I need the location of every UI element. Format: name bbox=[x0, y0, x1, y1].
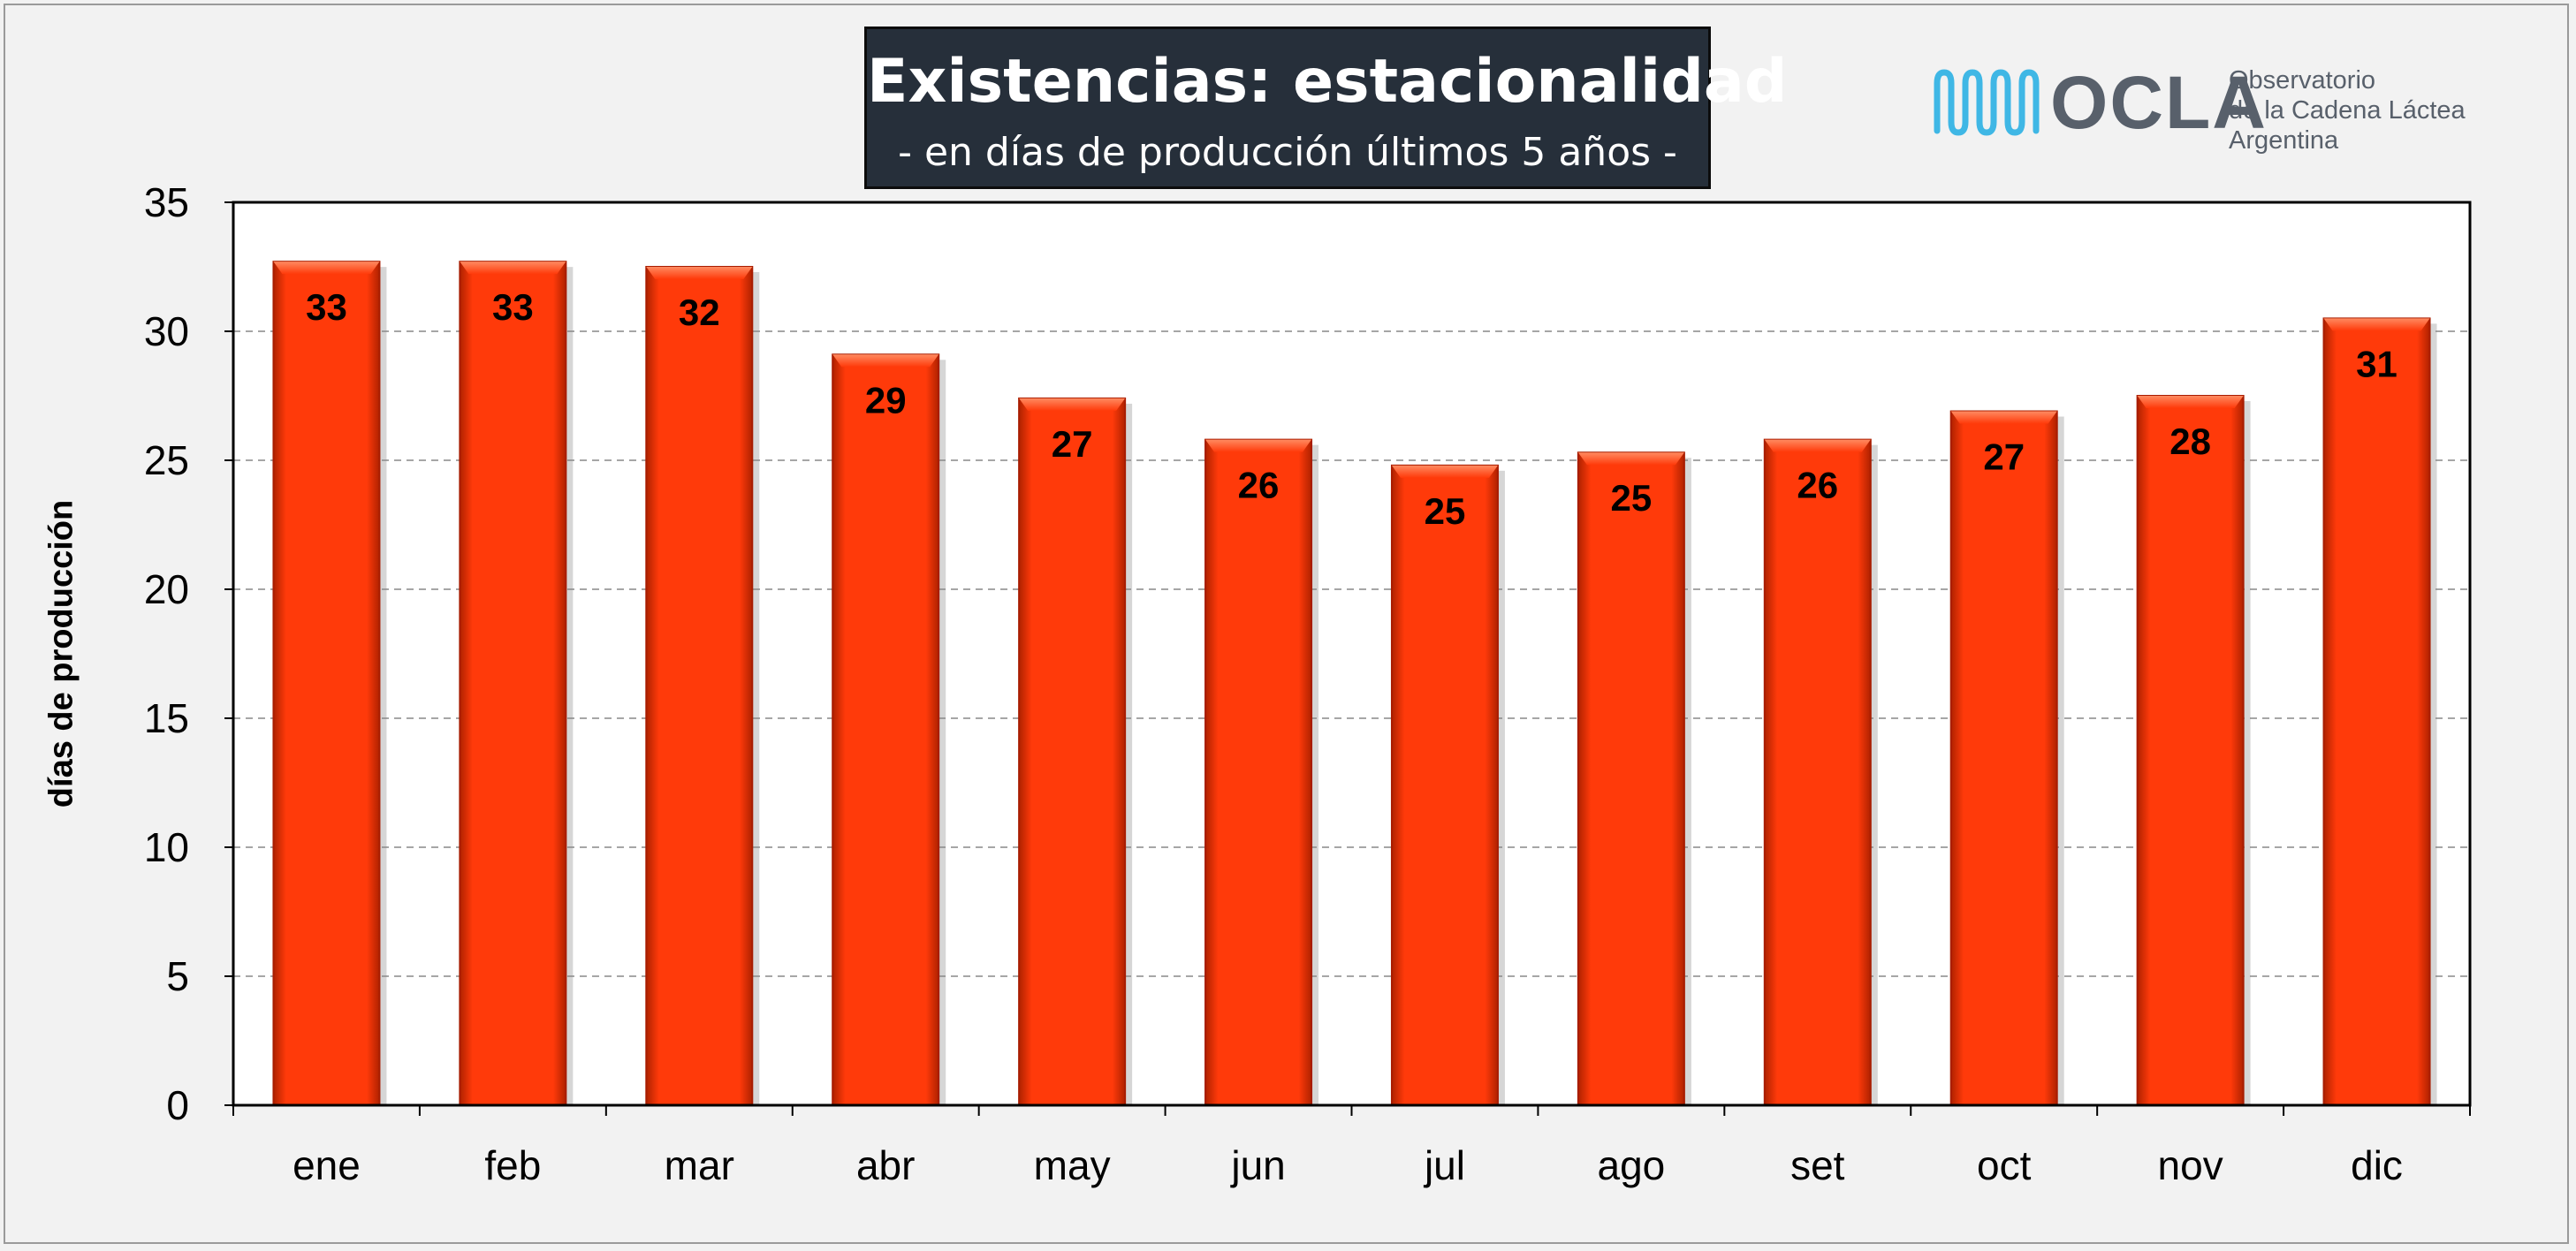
x-tick-label: set bbox=[1790, 1142, 1845, 1188]
x-tick-label: jun bbox=[1229, 1142, 1285, 1188]
bar bbox=[1763, 438, 1872, 1106]
chart-subtitle: - en días de producción últimos 5 años - bbox=[898, 130, 1677, 175]
plot-area bbox=[233, 202, 2470, 1105]
bar-cap bbox=[1205, 439, 1312, 452]
bar bbox=[1018, 397, 1127, 1107]
bar bbox=[1204, 438, 1313, 1106]
x-tick-label: ene bbox=[293, 1142, 361, 1188]
y-tick-label: 15 bbox=[144, 695, 189, 741]
x-tick-label: mar bbox=[665, 1142, 734, 1188]
y-tick-label: 20 bbox=[144, 566, 189, 612]
x-tick-label: abr bbox=[856, 1142, 915, 1188]
bar-cap bbox=[1950, 411, 2057, 424]
x-tick-label: jul bbox=[1423, 1142, 1465, 1188]
bar bbox=[1577, 451, 1685, 1106]
y-tick-label: 30 bbox=[144, 308, 189, 354]
x-tick-label: nov bbox=[2158, 1142, 2223, 1188]
bar-data-label: 31 bbox=[2356, 343, 2397, 384]
bar bbox=[2322, 317, 2431, 1106]
logo-line-2: de la Cadena Láctea bbox=[2229, 96, 2466, 125]
bar-data-label: 25 bbox=[1611, 477, 1653, 519]
bar-cap bbox=[2137, 396, 2244, 408]
bar-cap bbox=[1764, 439, 1871, 452]
x-tick-label: may bbox=[1034, 1142, 1111, 1188]
wave-logo-icon bbox=[1934, 69, 2040, 136]
bar-cap bbox=[2323, 318, 2430, 331]
bar bbox=[272, 261, 381, 1107]
bar-cap bbox=[832, 354, 939, 368]
logo-line-3: Argentina bbox=[2229, 126, 2339, 155]
logo-line-1: Observatorio bbox=[2229, 66, 2376, 95]
bar bbox=[1949, 410, 2058, 1106]
y-tick-label: 0 bbox=[166, 1082, 189, 1128]
bar-cap bbox=[460, 262, 566, 275]
plot-border bbox=[232, 201, 2472, 1107]
bar bbox=[832, 353, 940, 1106]
x-tick-label: feb bbox=[484, 1142, 541, 1188]
bar-cap bbox=[646, 267, 753, 279]
y-tick-label: 25 bbox=[144, 437, 189, 483]
bar-data-label: 32 bbox=[679, 292, 720, 333]
bar-data-label: 28 bbox=[2169, 421, 2211, 462]
bar-cap bbox=[1019, 398, 1126, 411]
bar bbox=[459, 261, 567, 1107]
x-tick-label: dic bbox=[2351, 1142, 2403, 1188]
bar-data-label: 26 bbox=[1238, 465, 1280, 506]
bar-data-label: 27 bbox=[1983, 436, 2025, 478]
bar-cap bbox=[273, 262, 380, 275]
bar-data-label: 33 bbox=[306, 286, 347, 328]
bar-data-label: 29 bbox=[865, 379, 907, 421]
y-tick-label: 10 bbox=[144, 824, 189, 870]
bar-cap bbox=[1577, 452, 1684, 466]
bar-cap bbox=[1391, 465, 1498, 478]
ocla-logo: OCLA Observatorio de la Cadena Láctea Ar… bbox=[1932, 58, 2480, 164]
bar bbox=[1390, 464, 1499, 1106]
bar bbox=[2136, 395, 2245, 1106]
title-box: Existencias: estacionalidad - en días de… bbox=[864, 27, 1788, 189]
bar bbox=[645, 266, 754, 1106]
bar-data-label: 25 bbox=[1425, 490, 1466, 532]
y-tick-label: 35 bbox=[144, 179, 189, 225]
y-tick-label: 5 bbox=[166, 953, 189, 999]
bar-data-label: 33 bbox=[492, 286, 534, 328]
logo-text: Observatorio de la Cadena Láctea Argenti… bbox=[2229, 65, 2466, 155]
chart-title: Existencias: estacionalidad bbox=[867, 47, 1788, 117]
bar-data-label: 27 bbox=[1052, 423, 1093, 465]
logo-wordmark: OCLA bbox=[2050, 61, 2268, 144]
x-tick-label: oct bbox=[1977, 1142, 2032, 1188]
x-tick-label: ago bbox=[1598, 1142, 1666, 1188]
bar-data-label: 26 bbox=[1797, 465, 1838, 506]
